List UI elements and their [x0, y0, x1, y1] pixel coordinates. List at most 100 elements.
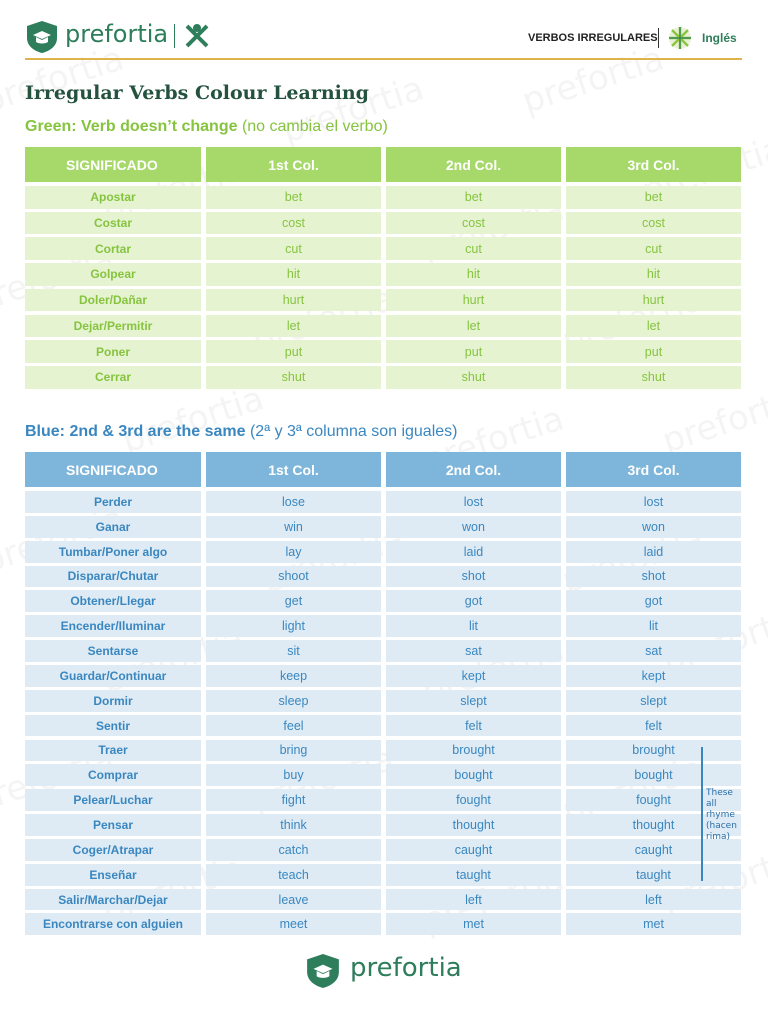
verb-cell: met: [566, 913, 741, 936]
verb-cell: shot: [386, 565, 561, 588]
verb-cell: hit: [566, 263, 741, 286]
verb-cell: catch: [206, 838, 381, 861]
meaning-cell: Dormir: [25, 689, 201, 712]
meaning-cell: Coger/Atrapar: [25, 838, 201, 861]
verb-cell: slept: [566, 689, 741, 712]
meaning-cell: Sentir: [25, 714, 201, 737]
verb-cell: bet: [386, 186, 561, 209]
meaning-cell: Cortar: [25, 237, 201, 261]
meaning-cell: Apostar: [25, 186, 201, 209]
verb-cell: cost: [206, 211, 381, 235]
page-title: Irregular Verbs Colour Learning: [25, 82, 369, 104]
verb-cell: bring: [206, 739, 381, 762]
verb-cell: leave: [206, 888, 381, 911]
verb-cell: lit: [566, 615, 741, 638]
meaning-cell: Golpear: [25, 263, 201, 286]
verb-cell: get: [206, 590, 381, 613]
verb-cell: teach: [206, 863, 381, 886]
column-header: 1st Col.: [206, 147, 381, 182]
verb-cell: met: [386, 913, 561, 936]
verb-cell: bet: [566, 186, 741, 209]
section-heading: Green: Verb doesn’t change (no cambia el…: [25, 118, 388, 136]
verb-cell: buy: [206, 764, 381, 787]
verb-cell: felt: [386, 714, 561, 737]
heading-label: Green: Verb doesn’t change: [25, 118, 238, 135]
verb-cell: fought: [566, 789, 741, 812]
meaning-cell: Guardar/Continuar: [25, 664, 201, 687]
verb-cell: won: [386, 515, 561, 538]
verb-cell: hurt: [206, 288, 381, 312]
verb-cell: lit: [386, 615, 561, 638]
verb-cell: sleep: [206, 689, 381, 712]
verb-cell: kept: [566, 664, 741, 687]
column-header: 1st Col.: [206, 452, 381, 487]
watermark: prefortia: [277, 68, 428, 151]
verb-cell: laid: [566, 540, 741, 563]
verb-cell: cost: [386, 211, 561, 235]
verb-cell: let: [386, 314, 561, 338]
header-brand: prefortia: [65, 20, 169, 48]
header-rule: [25, 58, 742, 60]
verb-cell: fight: [206, 789, 381, 812]
verb-cell: taught: [386, 863, 561, 886]
verb-cell: sat: [386, 640, 561, 662]
note-bracket: [701, 747, 703, 881]
verb-cell: cut: [386, 237, 561, 261]
meaning-cell: Dejar/Permitir: [25, 314, 201, 338]
meaning-cell: Encender/Iluminar: [25, 615, 201, 638]
verb-cell: put: [386, 340, 561, 363]
verb-cell: let: [206, 314, 381, 338]
verb-cell: hurt: [386, 288, 561, 312]
verb-cell: cost: [566, 211, 741, 235]
verb-cell: light: [206, 615, 381, 638]
verb-cell: lay: [206, 540, 381, 563]
column-header: 3rd Col.: [566, 147, 741, 182]
footer-brand: prefortia: [350, 953, 462, 983]
column-header: 2nd Col.: [386, 452, 561, 487]
verb-cell: brought: [386, 739, 561, 762]
verb-cell: sit: [206, 640, 381, 662]
header-section: VERBOS IRREGULARES: [528, 32, 658, 44]
heading-label: Blue: 2nd & 3rd are the same: [25, 423, 246, 440]
watermark: prefortia: [117, 378, 268, 461]
verb-cell: fought: [386, 789, 561, 812]
verb-cell: shoot: [206, 565, 381, 588]
meaning-cell: Pensar: [25, 814, 201, 836]
meaning-cell: Obtener/Llegar: [25, 590, 201, 613]
divider: [658, 28, 659, 48]
meaning-cell: Tumbar/Poner algo: [25, 540, 201, 563]
meaning-cell: Enseñar: [25, 863, 201, 886]
meaning-cell: Cerrar: [25, 365, 201, 389]
verb-cell: got: [386, 590, 561, 613]
verb-cell: kept: [386, 664, 561, 687]
watermark: prefortia: [517, 38, 668, 121]
column-header: SIGNIFICADO: [25, 147, 201, 182]
meaning-cell: Salir/Marchar/Dejar: [25, 888, 201, 911]
verb-cell: meet: [206, 913, 381, 936]
verb-cell: got: [566, 590, 741, 613]
verb-cell: shot: [566, 565, 741, 588]
verb-cell: cut: [566, 237, 741, 261]
verb-cell: bet: [206, 186, 381, 209]
meaning-cell: Poner: [25, 340, 201, 363]
verb-cell: left: [566, 888, 741, 911]
verb-cell: bought: [566, 764, 741, 787]
verb-cell: left: [386, 888, 561, 911]
verb-cell: bought: [386, 764, 561, 787]
divider: [174, 24, 175, 48]
verb-cell: felt: [566, 714, 741, 737]
verb-cell: let: [566, 314, 741, 338]
section-heading: Blue: 2nd & 3rd are the same (2ª y 3ª co…: [25, 423, 457, 441]
rhyme-note: These all rhyme (hacen rima): [706, 788, 737, 842]
meaning-cell: Pelear/Luchar: [25, 789, 201, 812]
verb-cell: shut: [566, 365, 741, 389]
verb-cell: laid: [386, 540, 561, 563]
column-header: 2nd Col.: [386, 147, 561, 182]
logo-icon: [27, 21, 57, 53]
verb-cell: put: [206, 340, 381, 363]
verb-cell: hurt: [566, 288, 741, 312]
header-language: Inglés: [702, 31, 737, 45]
verb-cell: win: [206, 515, 381, 538]
watermark: prefortia: [657, 378, 768, 461]
meaning-cell: Encontrarse con alguien: [25, 913, 201, 936]
